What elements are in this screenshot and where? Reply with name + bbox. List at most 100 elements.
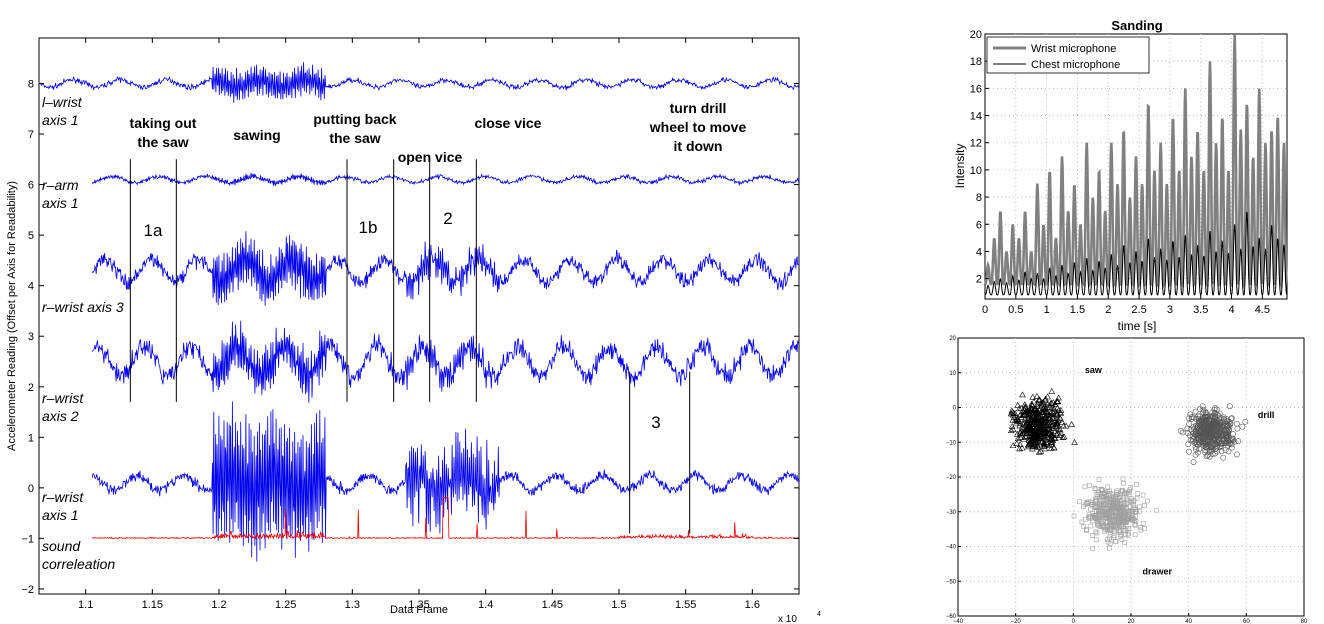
x-tick-label: 1.15 bbox=[142, 599, 163, 611]
drawer-point bbox=[1093, 492, 1099, 497]
saw-point bbox=[1057, 429, 1065, 436]
saw-point bbox=[1030, 432, 1037, 439]
drawer-point bbox=[1094, 504, 1100, 510]
y-tick-label: 7 bbox=[28, 129, 34, 141]
saw-point bbox=[1027, 418, 1034, 425]
drawer-point bbox=[1132, 532, 1138, 538]
scatter-cluster-labels: saw drill drawer bbox=[1085, 365, 1275, 577]
drawer-point bbox=[1116, 528, 1122, 534]
drawer-point bbox=[1120, 488, 1125, 494]
sanding-x-axis-label: time [s] bbox=[1118, 319, 1157, 333]
y-tick-label: 18 bbox=[970, 56, 982, 68]
drill-point bbox=[1234, 425, 1241, 432]
saw-point bbox=[1033, 392, 1041, 399]
sanding-y-axis-label: Intensity bbox=[953, 144, 967, 189]
drill-point bbox=[1217, 432, 1224, 438]
drawer-point bbox=[1113, 511, 1119, 517]
saw-point bbox=[1036, 429, 1043, 435]
saw-point bbox=[1036, 396, 1044, 403]
accelerometer-annotations: l–wrist axis 1 r–arm axis 1 r–wrist axis 3 r–… bbox=[42, 94, 746, 572]
sanding-legend bbox=[986, 36, 1150, 74]
x-tick-label: 1.45 bbox=[542, 599, 563, 611]
x-tick-label: 1.5 bbox=[611, 599, 626, 611]
drawer-point bbox=[1119, 522, 1125, 528]
drill-point bbox=[1196, 445, 1203, 452]
saw-point bbox=[1016, 428, 1024, 435]
x-tick-label: 1.5 bbox=[1070, 304, 1085, 316]
saw-point bbox=[1030, 423, 1038, 430]
x-tick-label: 2 bbox=[1105, 304, 1111, 316]
drill-point bbox=[1220, 423, 1227, 429]
saw-point bbox=[1030, 398, 1038, 405]
saw-point bbox=[1040, 409, 1047, 415]
drill-point bbox=[1185, 441, 1192, 448]
saw-point bbox=[1025, 411, 1032, 418]
series-name-label: r–arm bbox=[42, 177, 79, 193]
x-tick-label: −40 bbox=[953, 619, 964, 624]
drill-point bbox=[1225, 448, 1232, 455]
activity-label: wheel to move bbox=[649, 119, 747, 135]
drill-point bbox=[1206, 453, 1213, 460]
saw-point bbox=[1027, 404, 1035, 411]
activity-label: taking out bbox=[130, 115, 197, 131]
drawer-point bbox=[1103, 502, 1108, 508]
series-name-label: r–wrist axis 3 bbox=[42, 299, 124, 315]
accelerometer-ticks: 1.1 1.15 1.2 1.25 1.3 1.35 1.4 1.45 1.5 1.55 1.6 −2… bbox=[21, 38, 799, 611]
drawer-point bbox=[1123, 506, 1129, 512]
saw-point bbox=[1045, 425, 1052, 432]
saw-point bbox=[1054, 429, 1061, 436]
drawer-point bbox=[1090, 546, 1095, 552]
drawer-point bbox=[1145, 498, 1150, 504]
saw-point bbox=[1034, 437, 1042, 444]
activity-label: it down bbox=[674, 138, 723, 154]
saw-point bbox=[1024, 441, 1032, 448]
saw-point bbox=[1009, 442, 1017, 449]
drawer-point bbox=[1094, 530, 1100, 536]
activity-label: putting back bbox=[313, 111, 396, 127]
drawer-point bbox=[1104, 505, 1109, 511]
drill-point bbox=[1213, 425, 1219, 432]
drawer-point bbox=[1107, 521, 1113, 526]
drawer-point bbox=[1121, 480, 1126, 486]
saw-point bbox=[1052, 409, 1060, 416]
accelerometer-chart: 1.1 1.15 1.2 1.25 1.3 1.35 1.4 1.45 1.5 1.55 1.6 −2… bbox=[6, 37, 821, 624]
drill-point bbox=[1196, 417, 1203, 424]
drawer-point bbox=[1081, 524, 1086, 529]
drawer-point bbox=[1123, 532, 1128, 537]
drill-point bbox=[1202, 416, 1209, 423]
saw-point bbox=[1044, 393, 1051, 400]
x-tick-label: 3.5 bbox=[1193, 304, 1208, 316]
drawer-point bbox=[1135, 491, 1140, 496]
saw-point bbox=[1017, 434, 1024, 440]
drawer-point bbox=[1106, 524, 1112, 530]
series-name-label: axis 1 bbox=[42, 507, 79, 523]
drill-point bbox=[1230, 435, 1237, 442]
saw-point bbox=[1052, 423, 1060, 429]
drawer-point bbox=[1093, 529, 1099, 535]
drawer-point bbox=[1110, 495, 1116, 500]
drawer-point bbox=[1101, 524, 1106, 529]
saw-point bbox=[1019, 430, 1026, 437]
drawer-point bbox=[1105, 520, 1110, 525]
drill-point bbox=[1207, 426, 1214, 433]
drawer-point bbox=[1083, 516, 1088, 522]
drill-point bbox=[1203, 439, 1210, 446]
saw-point bbox=[1036, 448, 1043, 455]
drawer-point bbox=[1126, 489, 1132, 495]
drill-point bbox=[1186, 448, 1192, 455]
drawer-point bbox=[1133, 507, 1138, 512]
saw-point bbox=[1045, 419, 1053, 426]
saw-point bbox=[1028, 426, 1036, 432]
saw-point bbox=[1041, 396, 1049, 403]
sanding-grid bbox=[985, 34, 1287, 299]
scatter-points-group bbox=[1007, 387, 1249, 552]
drill-point bbox=[1189, 436, 1196, 443]
drill-point bbox=[1199, 439, 1206, 446]
saw-point bbox=[1044, 433, 1051, 440]
sanding-title: Sanding bbox=[1111, 18, 1162, 33]
drill-point bbox=[1202, 447, 1209, 454]
saw-point bbox=[1028, 402, 1036, 409]
drill-point bbox=[1195, 449, 1201, 456]
drawer-point bbox=[1079, 519, 1085, 525]
